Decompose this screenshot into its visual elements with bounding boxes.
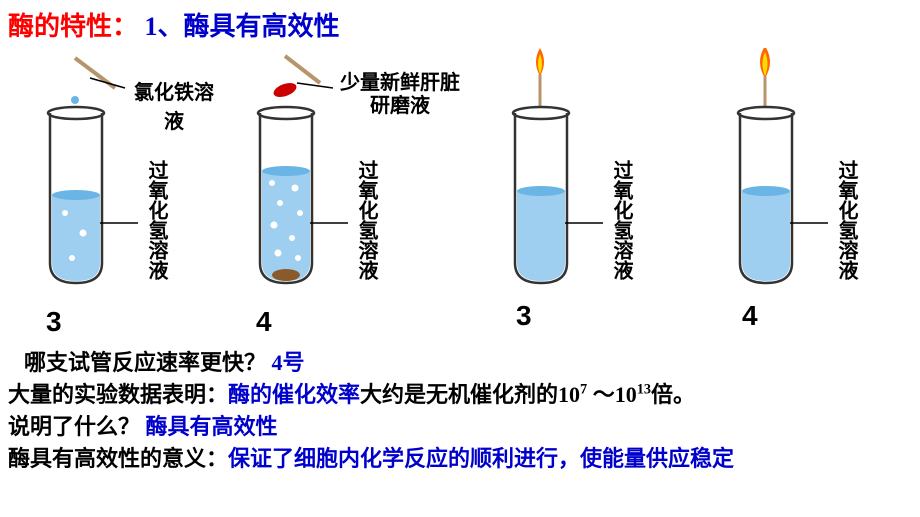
page-title: 酶的特性： 1、酶具有高效性 xyxy=(8,6,340,43)
tube-group-4: 过氧化氢溶液 xyxy=(715,48,915,318)
statement-2: 说明了什么？ 酶具有高效性 xyxy=(8,412,278,442)
dropper-label-2: 少量新鲜肝脏研磨液 xyxy=(335,72,465,118)
line4a: 酶具有高效性的意义： xyxy=(8,446,228,471)
tube-2-vlabel: 过氧化氢溶液 xyxy=(352,160,381,280)
line4b: 保证了细胞内化学反应的顺利进行，使能量供应稳定 xyxy=(228,446,734,471)
line2c-sup2: 13 xyxy=(637,382,651,398)
line2b: 酶的催化效率 xyxy=(228,382,360,407)
tube-2-number: 4 xyxy=(256,306,272,338)
tube-group-2: 少量新鲜肝脏研磨液 过氧化氢溶液 xyxy=(235,48,455,318)
title-prefix: 酶的特性： xyxy=(8,12,138,41)
line2c-end: 倍。 xyxy=(651,382,695,407)
tube-3-svg xyxy=(490,48,690,318)
line2c-pre: 大约是无机催化剂的10 xyxy=(360,382,580,407)
statement-1: 大量的实验数据表明：酶的催化效率大约是无机催化剂的107 ～1013倍。 xyxy=(8,380,695,410)
dropper-label-1: 氯化铁溶液 xyxy=(128,76,220,134)
tube-1-vlabel: 过氧化氢溶液 xyxy=(142,160,171,280)
line3b: 酶具有高效性 xyxy=(146,414,278,439)
diagram-area: 氯化铁溶液 过氧化氢溶液 3 xyxy=(0,48,920,338)
q1-ans: 4号 xyxy=(272,350,305,375)
tube-3-vlabel: 过氧化氢溶液 xyxy=(607,160,636,280)
tube-group-1: 氯化铁溶液 过氧化氢溶液 xyxy=(20,48,220,318)
tube-4-svg xyxy=(715,48,915,318)
line2c-mid: ～10 xyxy=(587,382,637,407)
q1-text: 哪支试管反应速率更快？ xyxy=(24,350,266,375)
line3a: 说明了什么？ xyxy=(8,414,140,439)
tube-4-vlabel: 过氧化氢溶液 xyxy=(832,160,861,280)
tube-4-number: 4 xyxy=(742,300,758,332)
line2a: 大量的实验数据表明： xyxy=(8,382,228,407)
tube-3-number: 3 xyxy=(516,300,532,332)
dropper-label-2-text: 少量新鲜肝脏研磨液 xyxy=(340,72,460,117)
title-main: 1、酶具有高效性 xyxy=(145,12,340,41)
tube-group-3: 过氧化氢溶液 xyxy=(490,48,690,318)
tube-1-number: 3 xyxy=(46,306,62,338)
statement-3: 酶具有高效性的意义：保证了细胞内化学反应的顺利进行，使能量供应稳定 xyxy=(8,444,734,474)
question-1: 哪支试管反应速率更快？ 4号 xyxy=(24,348,305,378)
